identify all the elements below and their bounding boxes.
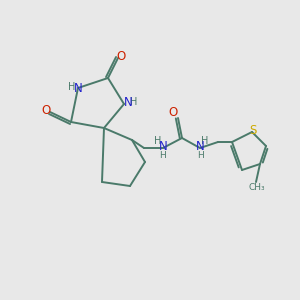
- Text: H: H: [68, 82, 76, 92]
- Text: O: O: [116, 50, 126, 62]
- Text: N: N: [159, 140, 167, 154]
- Text: H: H: [154, 136, 162, 146]
- Text: N: N: [124, 97, 132, 110]
- Text: H: H: [130, 97, 138, 107]
- Text: O: O: [41, 104, 51, 118]
- Text: CH₃: CH₃: [249, 184, 265, 193]
- Text: S: S: [249, 124, 257, 137]
- Text: N: N: [74, 82, 82, 94]
- Text: H: H: [198, 151, 204, 160]
- Text: N: N: [196, 140, 204, 154]
- Text: H: H: [201, 136, 209, 146]
- Text: O: O: [168, 106, 178, 119]
- Text: H: H: [159, 151, 165, 160]
